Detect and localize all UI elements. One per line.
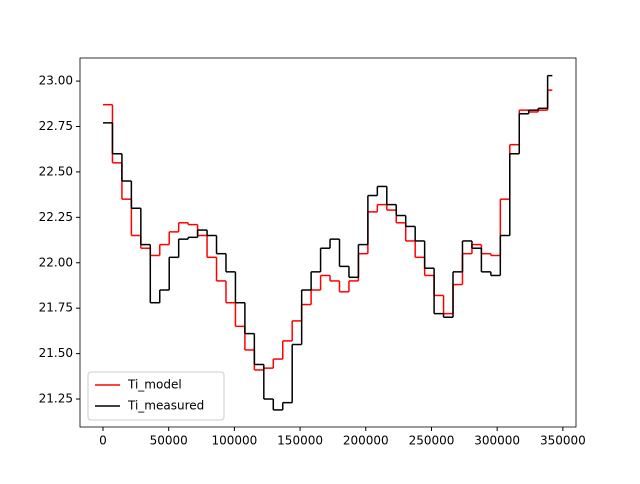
x-tick-label: 50000 xyxy=(150,434,188,448)
x-tick-label: 200000 xyxy=(343,434,389,448)
plot-frame xyxy=(79,57,577,428)
x-tick-label: 0 xyxy=(99,434,107,448)
x-tick-label: 100000 xyxy=(211,434,257,448)
x-tick-label: 150000 xyxy=(277,434,323,448)
y-tick-label: 22.75 xyxy=(39,119,73,133)
y-tick-label: 21.75 xyxy=(39,301,73,315)
y-tick-label: 22.25 xyxy=(39,210,73,224)
series xyxy=(102,89,553,371)
y-tick-label: 23.00 xyxy=(39,74,73,88)
y-tick-label: 21.25 xyxy=(39,392,73,406)
x-tick-label: 250000 xyxy=(409,434,455,448)
legend-label: Ti_measured xyxy=(127,399,204,413)
y-tick-label: 22.50 xyxy=(39,164,73,178)
legend-box xyxy=(87,371,225,421)
legend-label: Ti_model xyxy=(127,378,182,392)
x-tick-label: 300000 xyxy=(474,434,520,448)
x-tick-label: 350000 xyxy=(540,434,586,448)
y-tick-label: 21.50 xyxy=(39,346,73,360)
series xyxy=(102,74,553,411)
y-tick-label: 22.00 xyxy=(39,255,73,269)
